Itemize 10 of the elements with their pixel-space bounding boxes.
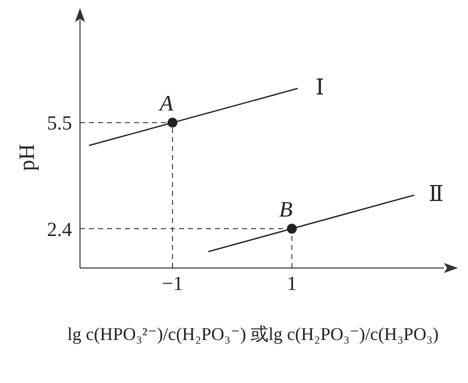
y-tick-label: 2.4: [47, 218, 72, 241]
x-tick-label: −1: [162, 273, 184, 296]
annotation: B: [279, 196, 293, 222]
x-tick-label: 1: [286, 273, 297, 296]
y-axis-title: pH: [14, 144, 39, 171]
annotation: A: [158, 90, 174, 116]
x-axis-title: lg c(HPO₃²⁻)/c(H₂PO₃⁻) 或lg c(H₂PO₃⁻)/c(H₃PO₃): [67, 324, 439, 344]
y-tick-label: 5.5: [47, 112, 72, 135]
series-label: Ⅱ: [428, 181, 444, 206]
series-label: Ⅰ: [315, 74, 324, 100]
